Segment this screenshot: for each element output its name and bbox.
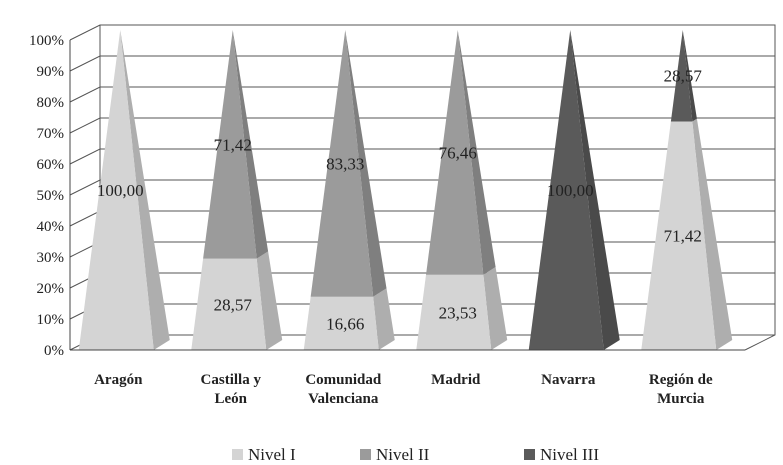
data-label: 83,33 — [326, 154, 364, 173]
pyramid-bars — [78, 30, 733, 351]
legend-label: Nivel III — [540, 445, 599, 464]
y-tick-label: 40% — [37, 219, 65, 235]
data-label: 28,57 — [214, 295, 253, 314]
y-tick-label: 90% — [37, 64, 65, 80]
pyramid-side-segment — [692, 118, 733, 351]
gridline — [69, 55, 775, 72]
pyramid-side-segment — [256, 251, 283, 350]
legend-label: Nivel II — [376, 445, 430, 464]
pyramid-segment — [310, 30, 374, 297]
y-tick-label: 70% — [37, 126, 65, 142]
category-label: León — [214, 391, 247, 407]
pyramid-segment — [78, 30, 154, 350]
y-tick-label: 0% — [44, 343, 64, 359]
pyramid-side-segment — [345, 30, 387, 297]
legend: Nivel I Nivel II Nivel III — [232, 445, 599, 464]
gridline — [69, 24, 775, 41]
legend-label: Nivel I — [248, 445, 296, 464]
y-tick-label: 60% — [37, 157, 65, 173]
pyramid-side-segment — [682, 30, 697, 122]
pyramid-segment — [203, 30, 257, 259]
y-tick-label: 20% — [37, 281, 65, 297]
category-label: Valenciana — [308, 391, 379, 407]
y-axis: 0% 10% 20% 30% 40% 50% 60% 70% 80% 90% 100% — [29, 33, 71, 359]
data-label: 23,53 — [439, 303, 477, 322]
pyramid-segment — [641, 121, 717, 351]
pyramid-side-segment — [373, 288, 395, 350]
pyramid-segment — [670, 30, 693, 122]
data-label: 28,57 — [664, 67, 703, 86]
pyramid-side-segment — [457, 30, 496, 275]
pyramid-side-segment — [483, 267, 508, 350]
data-label: 71,42 — [214, 135, 252, 154]
gridline — [69, 179, 775, 196]
gridline — [69, 86, 775, 103]
data-label: 71,42 — [664, 227, 702, 246]
y-tick-label: 30% — [37, 250, 65, 266]
pyramid-side-segment — [232, 30, 269, 259]
pyramid-side-segment — [120, 30, 170, 350]
data-label: 100,00 — [97, 181, 144, 200]
x-axis: Aragón Castilla y León Comunidad Valenciana M… — [70, 349, 745, 407]
data-label: 100,00 — [547, 181, 594, 200]
y-tick-label: 50% — [37, 188, 65, 204]
data-label: 16,66 — [326, 314, 364, 333]
category-label: Castilla y — [201, 372, 262, 388]
legend-swatch — [524, 449, 535, 460]
legend-swatch — [360, 449, 371, 460]
category-label: Murcia — [657, 391, 705, 407]
gridline — [69, 117, 775, 134]
pyramid-segment — [528, 30, 604, 350]
pyramid-segment — [416, 274, 492, 350]
pyramid-side-segment — [570, 30, 620, 350]
data-label: 76,46 — [439, 143, 477, 162]
y-tick-label: 80% — [37, 95, 65, 111]
category-label: Región de — [649, 372, 713, 388]
y-tick-label: 10% — [37, 312, 65, 328]
pyramid-segment — [303, 296, 379, 350]
category-label: Madrid — [431, 372, 481, 388]
data-labels: 100,00 28,57 71,42 16,66 83,33 23,53 76,46 100,… — [97, 67, 703, 334]
y-tick-label: 100% — [29, 33, 64, 49]
category-label: Comunidad — [305, 372, 382, 388]
pyramid-segment — [426, 30, 484, 275]
pyramid-segment — [191, 258, 267, 350]
category-label: Aragón — [94, 372, 143, 388]
gridline — [69, 148, 775, 165]
category-label: Navarra — [541, 372, 596, 388]
legend-swatch — [232, 449, 243, 460]
